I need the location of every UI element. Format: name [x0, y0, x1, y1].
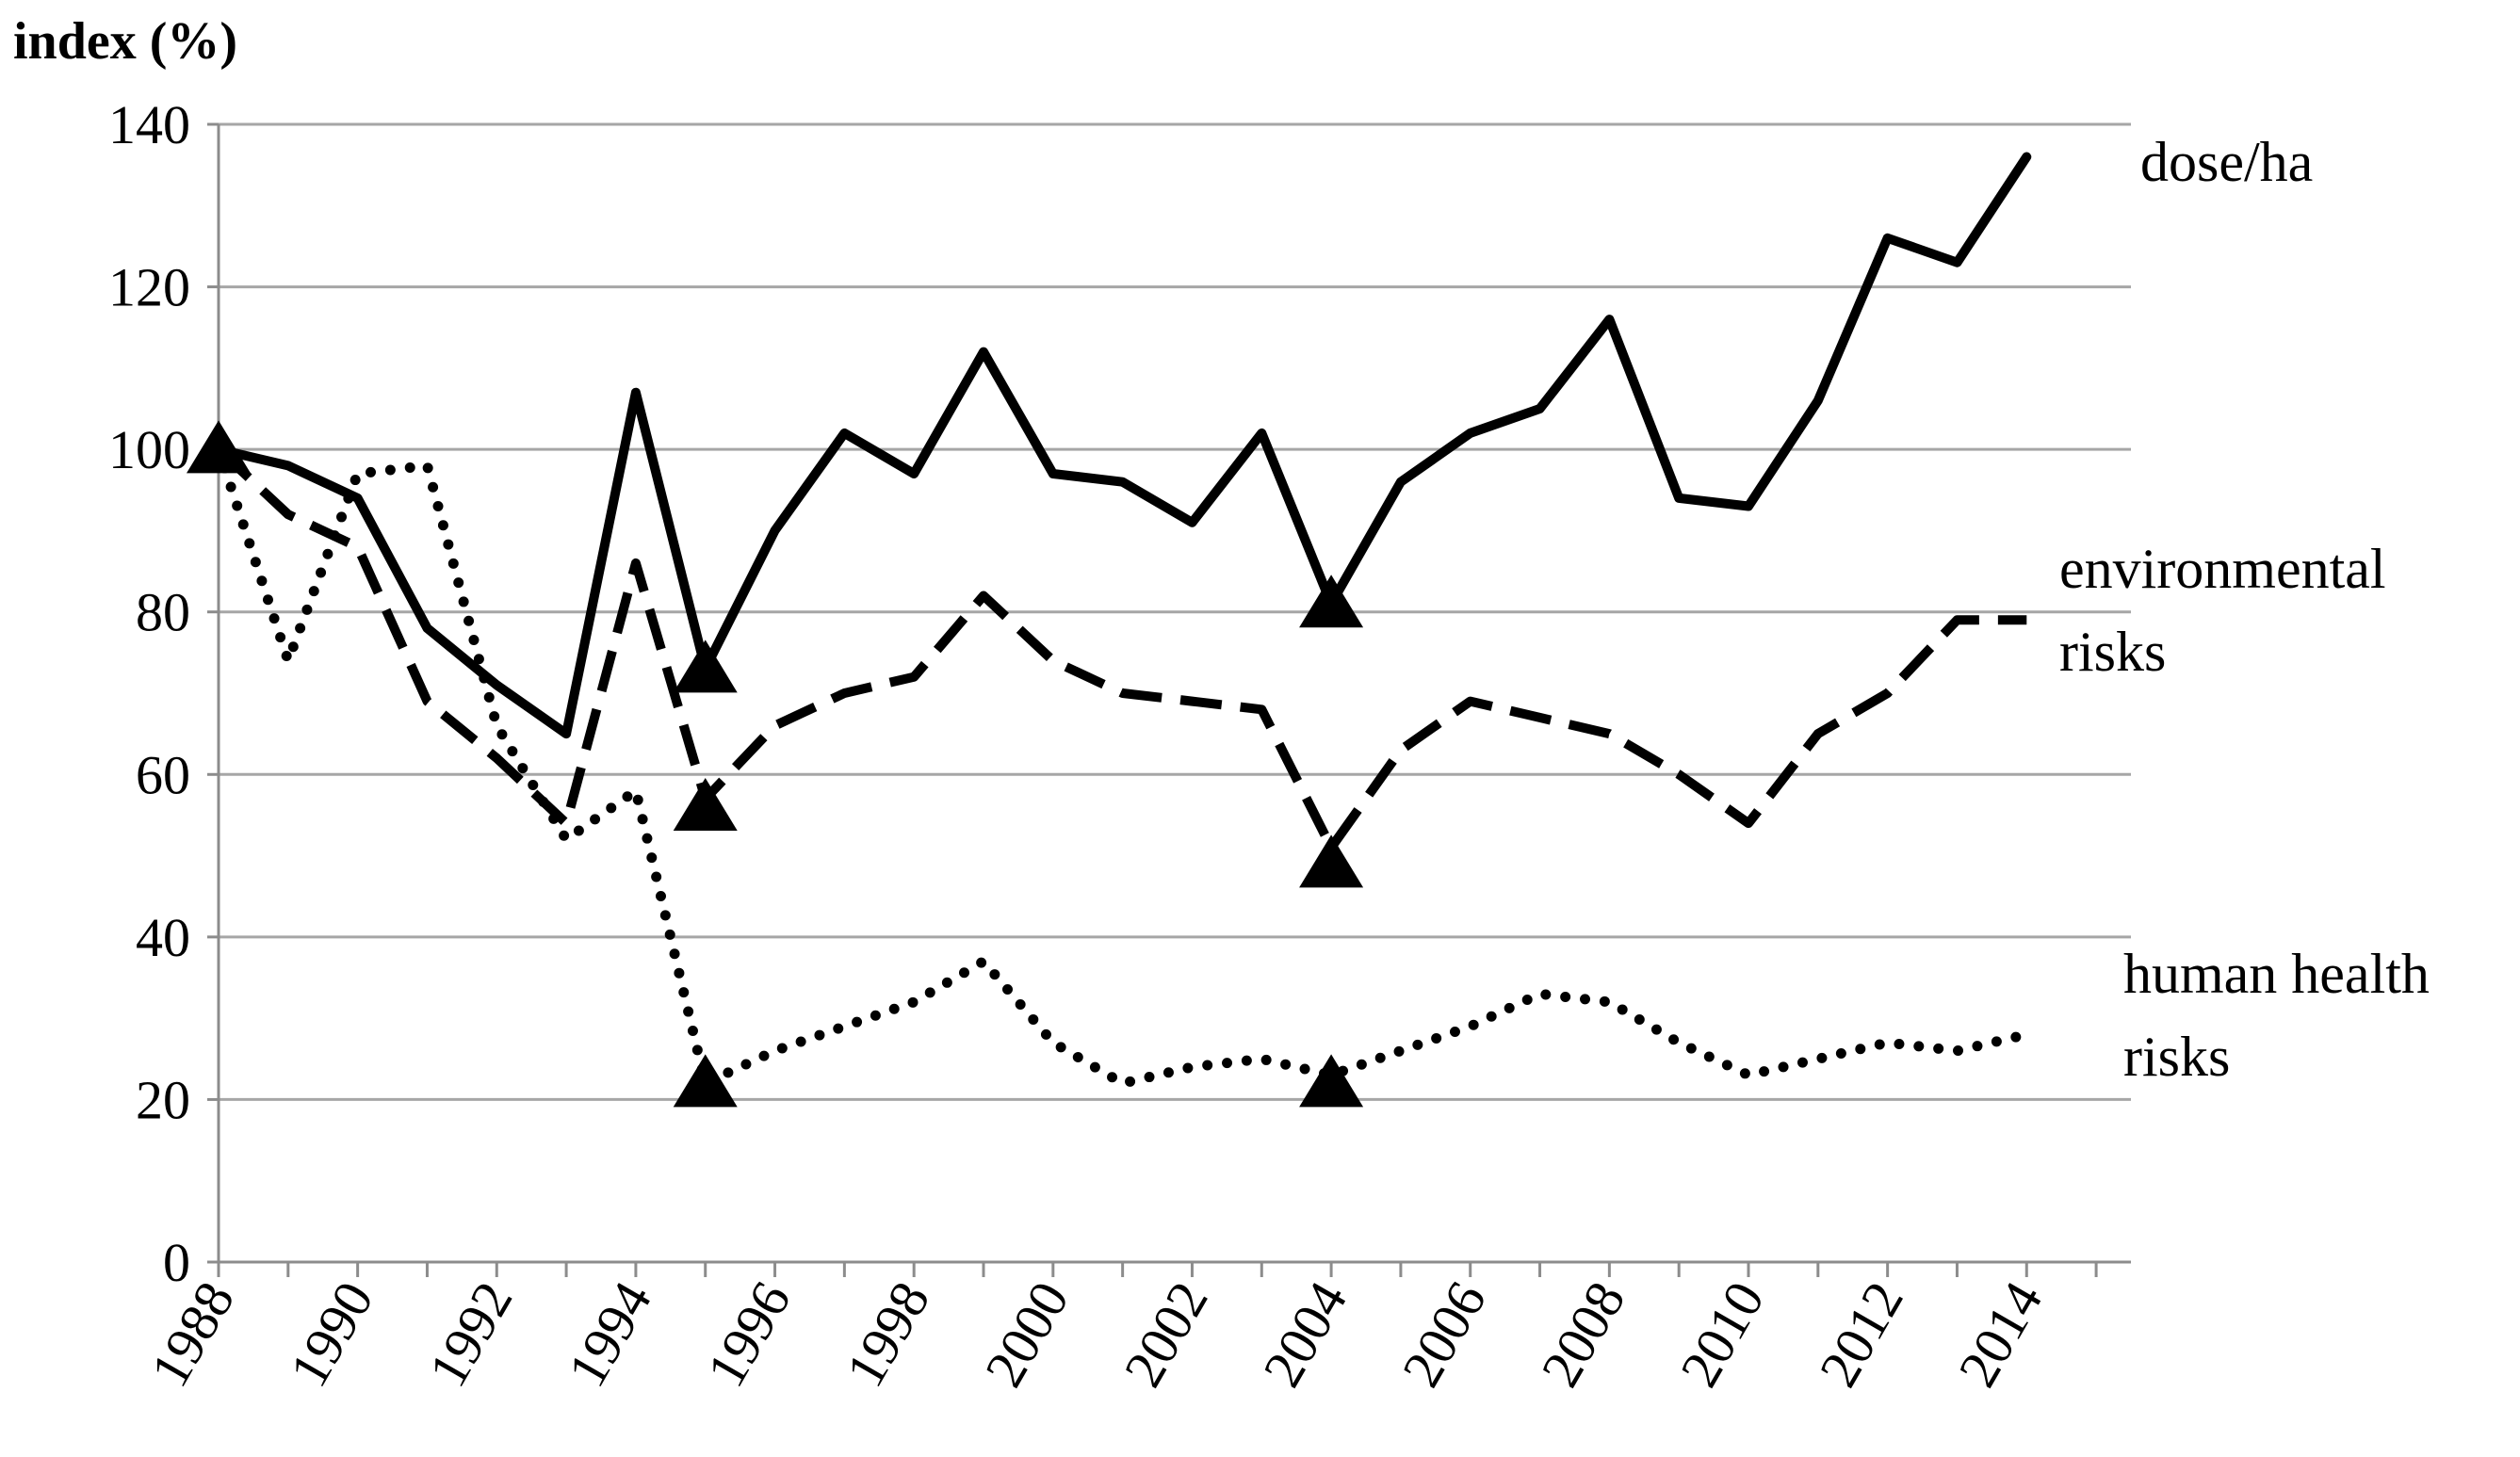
triangle-marker-6 — [1299, 834, 1364, 888]
x-tick-label-1994: 1994 — [556, 1271, 663, 1397]
x-tick-label-2000: 2000 — [973, 1271, 1081, 1397]
triangle-marker-2 — [673, 639, 738, 693]
x-tick-label-1996: 1996 — [695, 1271, 803, 1397]
series-label-human-health-line-1: human health — [2123, 943, 2430, 1005]
y-tick-label-0: 0 — [163, 1232, 190, 1293]
x-tick-label-1990: 1990 — [278, 1271, 385, 1397]
triangle-marker-4 — [673, 1054, 738, 1108]
y-tick-label-40: 40 — [136, 907, 190, 968]
x-tick-labels: 1988 1990 1992 1994 1996 1998 2000 2002 2004 2006… — [138, 1271, 2055, 1397]
x-tick-label-2008: 2008 — [1529, 1271, 1636, 1397]
x-tick-label-2014: 2014 — [1946, 1271, 2054, 1397]
series-label-dose: dose/ha — [2140, 131, 2313, 193]
axes — [207, 122, 2131, 1277]
x-tick-label-1992: 1992 — [416, 1271, 524, 1397]
series-line-human-health-risks — [213, 444, 2032, 1089]
triangle-marker-7 — [1299, 1054, 1364, 1108]
triangle-marker-1 — [187, 420, 251, 474]
y-tick-label-60: 60 — [136, 744, 190, 805]
x-tick-label-1998: 1998 — [834, 1271, 941, 1397]
y-tick-label-140: 140 — [108, 94, 190, 155]
series-label-dose-line-1: dose/ha — [2140, 131, 2313, 193]
grid-lines — [219, 122, 2131, 1101]
series-label-human-health-line-2: risks — [2123, 1026, 2230, 1088]
triangle-marker-5 — [1299, 575, 1364, 628]
series-label-environmental-line-1: environmental — [2059, 538, 2386, 600]
x-tick-label-2004: 2004 — [1251, 1271, 1358, 1397]
series-line-dose-ha — [214, 152, 2032, 739]
y-axis-label: index (%) — [13, 12, 237, 71]
y-tick-label-120: 120 — [108, 257, 190, 318]
x-tick-label-1988: 1988 — [138, 1271, 246, 1397]
y-tick-label-100: 100 — [108, 419, 190, 480]
y-tick-label-80: 80 — [136, 582, 190, 643]
series-lines — [213, 152, 2032, 1089]
x-tick-label-2006: 2006 — [1390, 1271, 1498, 1397]
series-line-environmental-risks — [215, 445, 2027, 852]
x-tick-label-2002: 2002 — [1112, 1271, 1219, 1397]
y-tick-label-20: 20 — [136, 1069, 190, 1130]
series-label-environmental: environmental risks — [2059, 538, 2386, 683]
x-tick-label-2010: 2010 — [1668, 1271, 1776, 1397]
series-label-human-health: human health risks — [2123, 943, 2430, 1088]
triangle-marker-3 — [673, 778, 738, 831]
x-tick-label-2012: 2012 — [1808, 1271, 1915, 1397]
y-tick-labels: 0 20 40 60 80 100 120 140 — [108, 94, 190, 1293]
series-label-environmental-line-2: risks — [2059, 621, 2166, 683]
triangle-markers — [187, 420, 1364, 1108]
